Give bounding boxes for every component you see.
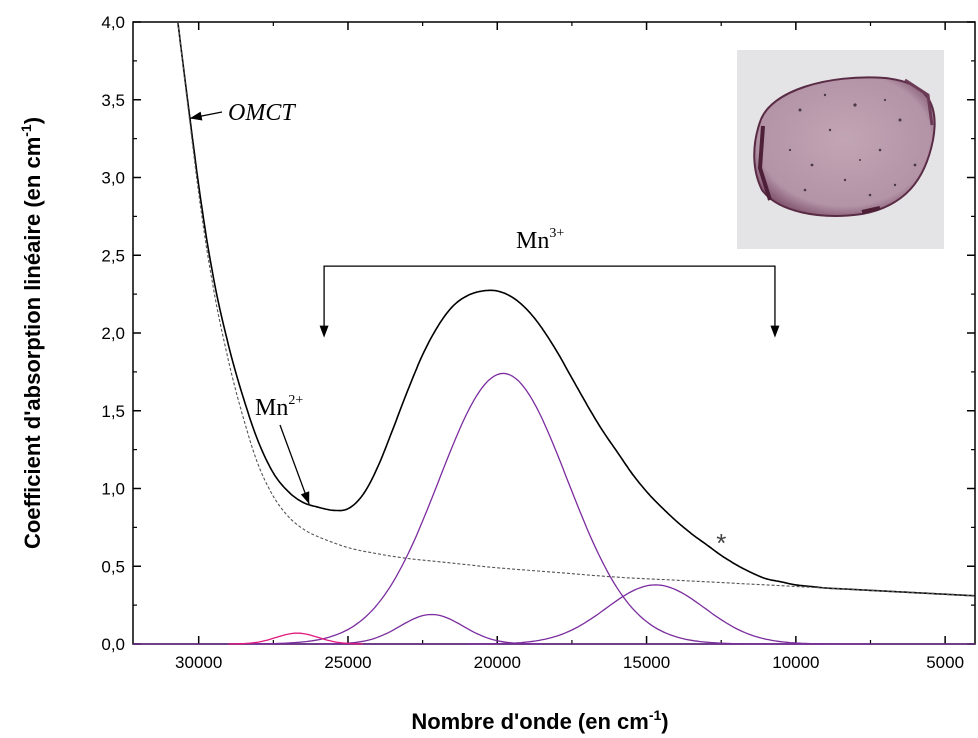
mn3-label: Mn3+ bbox=[516, 226, 564, 254]
y-tick-label: 4,0 bbox=[101, 13, 125, 32]
y-tick-label: 1,5 bbox=[101, 402, 125, 421]
annotations: OMCT Mn2+ Mn3+ * bbox=[189, 100, 780, 558]
y-tick-label: 3,5 bbox=[101, 91, 125, 110]
mn3-band-low-line bbox=[467, 584, 871, 645]
x-axis-ticks: 30000 25000 20000 15000 10000 5000 bbox=[175, 22, 964, 672]
mn2-arrow bbox=[279, 424, 310, 505]
star-marker: * bbox=[716, 528, 726, 558]
y-tick-label: 0,5 bbox=[101, 557, 125, 576]
mn3-band-main-line bbox=[228, 372, 826, 645]
x-tick-label: 15000 bbox=[623, 653, 670, 672]
y-tick-label: 1,0 bbox=[101, 480, 125, 499]
x-tick-label: 20000 bbox=[474, 653, 521, 672]
arrow-head bbox=[319, 325, 329, 338]
y-tick-label: 2,5 bbox=[101, 246, 125, 265]
x-axis-title: Nombre d'onde (en cm-1) bbox=[411, 707, 668, 734]
x-tick-label: 5000 bbox=[926, 653, 964, 672]
y-axis-title: Coefficient d'absorption linéaire (en cm… bbox=[18, 117, 45, 549]
y-axis-ticks: 0,0 0,5 1,0 1,5 2,0 2,5 3,0 3,5 4,0 bbox=[101, 13, 975, 654]
x-tick-label: 25000 bbox=[324, 653, 371, 672]
mn2-label: Mn2+ bbox=[255, 393, 303, 421]
pink-glass-sample-photo-icon bbox=[737, 50, 944, 249]
x-tick-label: 30000 bbox=[175, 653, 222, 672]
arrow-head bbox=[300, 491, 310, 505]
curves bbox=[133, 21, 976, 645]
y-tick-label: 0,0 bbox=[101, 635, 125, 654]
mn2-band-line bbox=[228, 632, 363, 645]
mn3-label-sup: 3+ bbox=[549, 226, 564, 241]
arrow-head bbox=[770, 325, 780, 338]
omct-label: OMCT bbox=[228, 100, 296, 126]
arrow-head bbox=[189, 111, 203, 121]
mn2-label-sup: 2+ bbox=[288, 393, 303, 408]
x-tick-label: 10000 bbox=[772, 653, 819, 672]
y-tick-label: 2,0 bbox=[101, 324, 125, 343]
mn3-bracket bbox=[323, 265, 776, 328]
mn3-band-high-line bbox=[318, 613, 543, 645]
y-tick-label: 3,0 bbox=[101, 169, 125, 188]
